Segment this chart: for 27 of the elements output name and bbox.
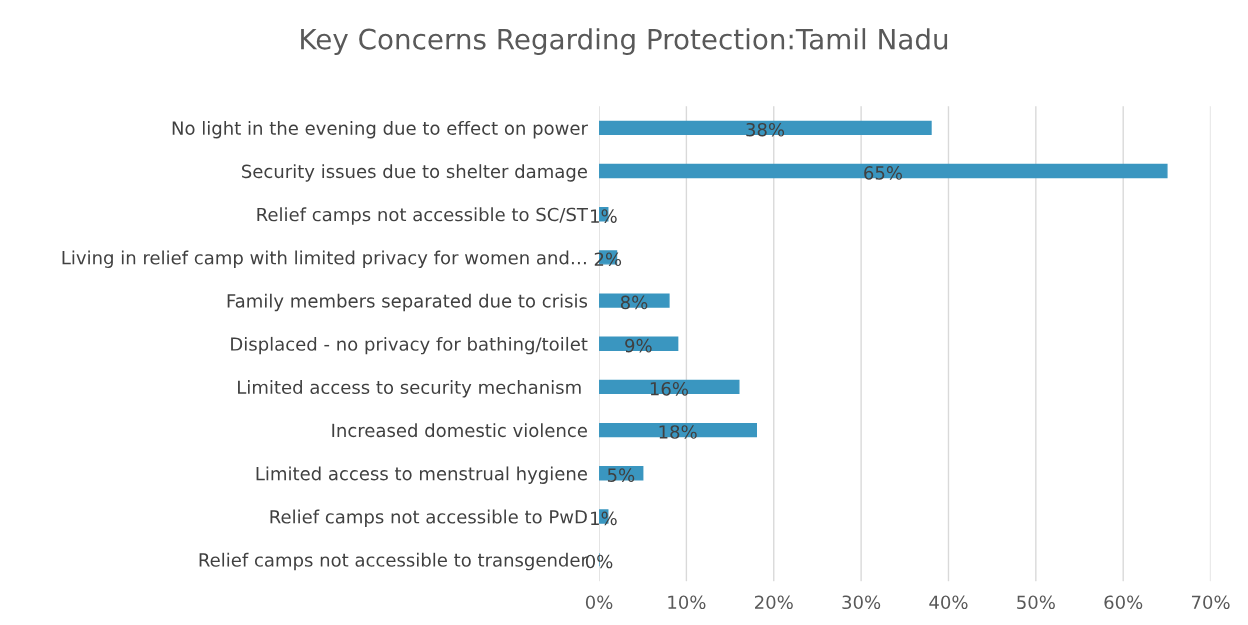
y-tick-label: Security issues due to shelter damage (242, 164, 587, 182)
x-tick-label: 30% (842, 595, 881, 610)
x-tick-label: 10% (668, 595, 706, 610)
chart-title: Key Concerns Regarding Protection:Tamil Nadu (301, 28, 948, 56)
y-tick-label: Limited access to security mechanism (238, 380, 581, 398)
data-label: 38% (746, 122, 785, 137)
x-tick-label: 50% (1017, 595, 1055, 610)
y-tick-label: Relief camps not accessible to transgender (199, 552, 588, 571)
data-label: 16% (650, 381, 688, 396)
data-label: 18% (659, 425, 697, 439)
y-tick-label: Living in relief camp with limited privacy for women and… (62, 250, 586, 268)
y-tick-label: Limited access to menstrual hygiene (256, 466, 587, 484)
y-tick-label: Displaced - no privacy for bathing/toilet (231, 336, 588, 355)
x-tick-label: 0% (585, 595, 613, 610)
data-label: 5% (607, 468, 635, 482)
y-tick-label: Increased domestic violence (332, 423, 587, 438)
data-label: 9% (625, 338, 652, 353)
x-tick-label: 20% (755, 595, 793, 610)
y-tick-label: Relief camps not accessible to PwD (270, 509, 587, 528)
data-label: 65% (864, 166, 903, 180)
y-tick-label: Family members separated due to crisis (227, 293, 588, 312)
y-tick-label: Relief camps not accessible to SC/ST (257, 207, 588, 225)
x-tick-label: 70% (1191, 595, 1230, 610)
data-label: 8% (620, 295, 648, 310)
x-tick-label: 60% (1104, 595, 1143, 610)
y-tick-label: No light in the evening due to effect on power (172, 120, 588, 139)
x-tick-label: 40% (929, 595, 968, 610)
